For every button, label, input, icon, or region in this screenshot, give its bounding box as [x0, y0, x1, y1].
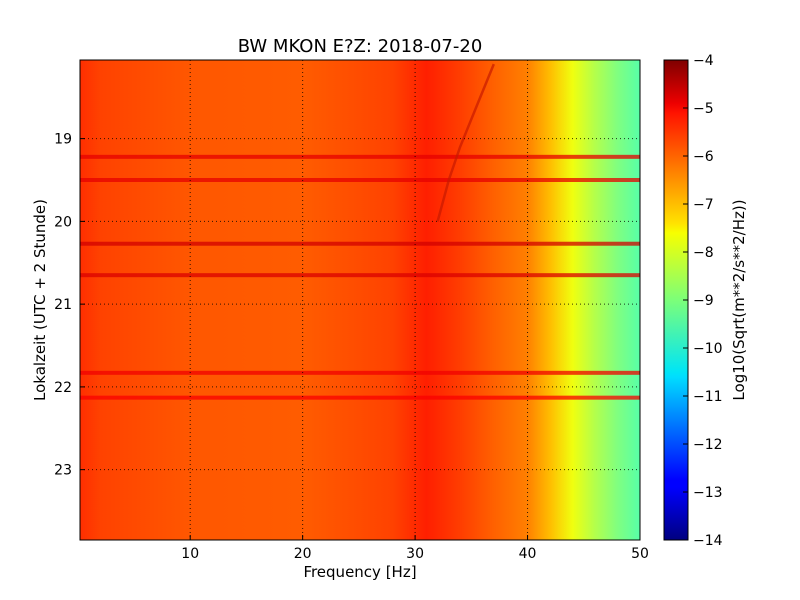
colorbar-tick-label-7: −11	[693, 389, 723, 405]
x-tick-label-0: 10	[181, 546, 199, 562]
colorbar-tick-label-6: −10	[693, 341, 723, 357]
x-tick-label-3: 40	[519, 546, 537, 562]
colorbar-tick-label-10: −14	[693, 533, 723, 549]
colorbar-tick-label-3: −7	[693, 197, 714, 213]
band-layer	[80, 154, 640, 400]
y-tick-label-2: 21	[54, 297, 72, 313]
spectral-band-5	[80, 395, 640, 400]
y-tick-label-0: 19	[54, 132, 72, 148]
y-axis: 19 20 21 22 23	[54, 132, 85, 479]
y-axis-label: Lokalzeit (UTC + 2 Stunde)	[31, 199, 49, 401]
y-tick-label-4: 23	[54, 463, 72, 479]
colorbar-tick-label-0: −4	[693, 53, 714, 69]
x-tick-label-2: 30	[406, 546, 424, 562]
spectral-band-3	[80, 273, 640, 278]
x-tick-label-4: 50	[631, 546, 649, 562]
plot-area	[79, 59, 641, 541]
drifting-spectral-line	[436, 63, 495, 222]
heatmap-background	[80, 60, 640, 540]
y-tick-label-3: 22	[54, 380, 72, 396]
x-axis: 10 20 30 40 50	[181, 535, 649, 562]
colorbar-label: Log10(Sqrt(m**2/s**2/Hz))	[730, 199, 748, 400]
x-tick-label-1: 20	[294, 546, 312, 562]
chart-title: BW MKON E?Z: 2018-07-20	[238, 36, 483, 57]
grid-lines	[80, 60, 641, 540]
spectral-band-4	[80, 370, 640, 375]
spectral-band-1	[80, 178, 640, 182]
colorbar-tick-label-2: −6	[693, 149, 714, 165]
colorbar-tick-label-4: −8	[693, 245, 714, 261]
spectral-band-0	[80, 154, 640, 159]
colorbar-ticks: −4 −5 −6 −7 −8 −9 −10 −11 −12 −13 −14	[683, 53, 723, 549]
colorbar-tick-label-5: −9	[693, 293, 714, 309]
colorbar-tick-label-9: −13	[693, 485, 723, 501]
y-tick-label-1: 20	[54, 214, 72, 230]
x-axis-label: Frequency [Hz]	[303, 563, 416, 581]
spectral-band-2	[80, 241, 640, 246]
plot-frame	[79, 59, 641, 541]
colorbar-tick-label-1: −5	[693, 101, 714, 117]
colorbar: −4 −5 −6 −7 −8 −9 −10 −11 −12 −13 −14 Log10(Sqrt(m…	[663, 53, 748, 549]
colorbar-tick-label-8: −12	[693, 437, 723, 453]
